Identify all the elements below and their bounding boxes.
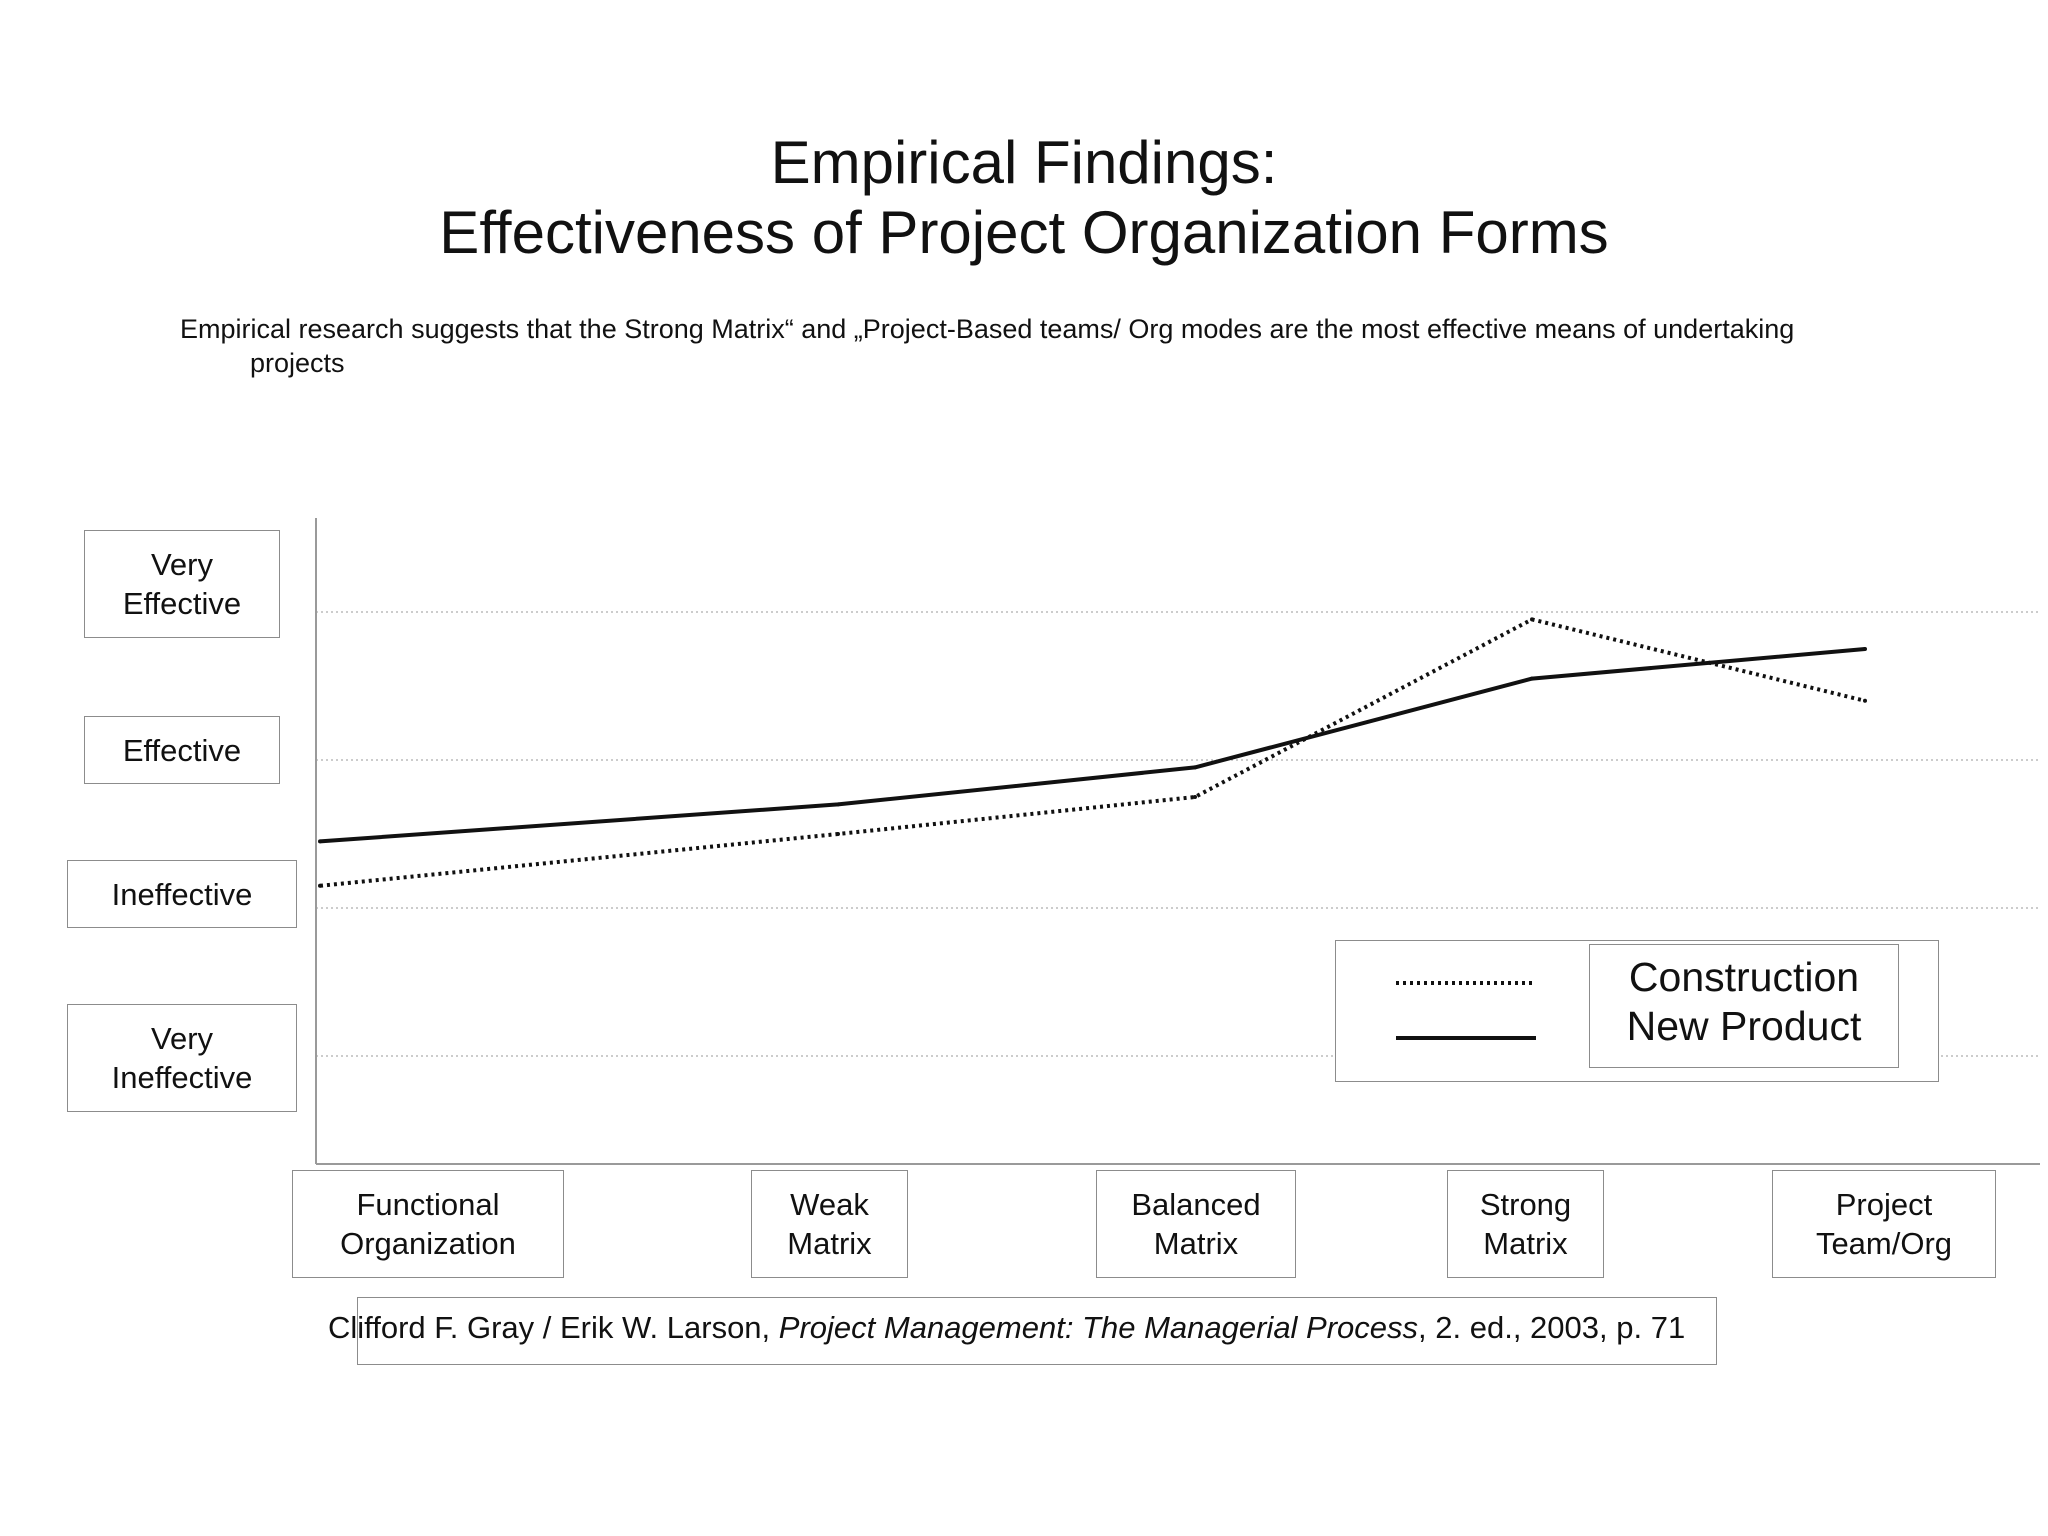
- legend-swatches: [1396, 981, 1536, 1040]
- y-label-ineffective: Ineffective: [67, 860, 297, 928]
- data-point-new-product-0: [318, 839, 322, 844]
- data-point-new-product-1: [836, 802, 840, 807]
- data-point-construction-1: [836, 832, 840, 836]
- legend-label-construction: Construction: [1628, 954, 1860, 1000]
- legend-label-new-product: New Product: [1626, 1003, 1862, 1049]
- chart-title-line-1: Empirical Findings:: [770, 129, 1278, 196]
- y-label-very-effective: Very Effective: [84, 530, 280, 638]
- citation: Clifford F. Gray / Erik W. Larson, Proje…: [328, 1310, 1685, 1346]
- data-point-new-product-3: [1530, 676, 1534, 681]
- y-label-effective: Effective: [84, 716, 280, 784]
- data-point-new-product-4: [1863, 647, 1867, 651]
- citation-authors: Clifford F. Gray / Erik W. Larson,: [328, 1310, 779, 1345]
- legend: Construction New Product: [1335, 940, 1939, 1082]
- chart-title-line-2: Effectiveness of Project Organization Fo…: [439, 199, 1609, 266]
- citation-book-title: Project Management: The Managerial Proce…: [778, 1310, 1419, 1345]
- citation-box: [357, 1297, 1717, 1365]
- data-point-construction-0: [318, 883, 322, 888]
- chart-subtitle-line-1: Empirical research suggests that the Str…: [180, 314, 1795, 344]
- citation-edition: , 2. ed., 2003, p. 71: [1418, 1310, 1686, 1345]
- x-label-strong-matrix: Strong Matrix: [1447, 1170, 1604, 1278]
- data-point-new-product-2: [1193, 765, 1197, 770]
- x-label-functional-organization: Functional Organization: [292, 1170, 564, 1278]
- legend-label-box: [1589, 944, 1899, 1068]
- x-label-balanced-matrix: Balanced Matrix: [1096, 1170, 1296, 1278]
- data-point-construction-4: [1863, 698, 1867, 703]
- data-point-construction-3: [1530, 617, 1534, 622]
- x-label-weak-matrix: Weak Matrix: [751, 1170, 908, 1278]
- series-line-new-product: [319, 647, 1866, 844]
- x-label-project-team-org: Project Team/Org: [1772, 1170, 1996, 1278]
- data-point-construction-2: [1193, 795, 1197, 799]
- series-line-construction: [319, 617, 1866, 888]
- y-label-very-ineffective: Very Ineffective: [67, 1004, 297, 1112]
- chart-subtitle-line-2: projects: [250, 348, 345, 378]
